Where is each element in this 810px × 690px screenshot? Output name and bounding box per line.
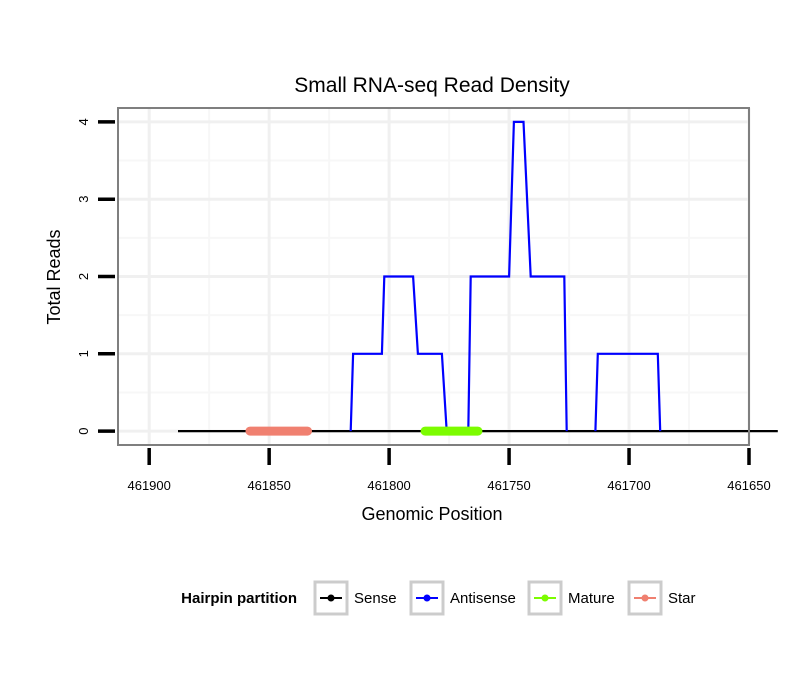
legend-item-antisense: Antisense: [409, 580, 516, 616]
legend-key-point: [327, 594, 335, 602]
legend-item-mature: Mature: [527, 580, 615, 616]
legend-key-point: [541, 594, 549, 602]
y-tick-label: 3: [76, 196, 91, 203]
x-axis-title: Genomic Position: [361, 504, 502, 524]
series-line-antisense-3: [594, 352, 662, 432]
legend-key-point: [423, 594, 431, 602]
legend-item-star: Star: [627, 580, 696, 616]
legend-item-sense: Sense: [313, 580, 397, 616]
series-layer: [178, 120, 778, 436]
x-tick-label: 461650: [727, 478, 770, 493]
legend: Hairpin partition Sense Antisense Mature St…: [181, 580, 696, 616]
y-tick-label: 4: [76, 118, 91, 125]
x-tick-label: 461850: [247, 478, 290, 493]
x-tick-label: 461900: [127, 478, 170, 493]
series-line-antisense-2: [467, 120, 568, 432]
y-axis: 0 1 2 3 4: [76, 118, 115, 435]
x-tick-label: 461700: [607, 478, 650, 493]
chart-title: Small RNA-seq Read Density: [294, 74, 570, 97]
legend-key-point: [641, 594, 649, 602]
grid: [118, 108, 751, 445]
series-line-antisense-1: [349, 275, 448, 432]
legend-title: Hairpin partition: [181, 590, 297, 607]
x-tick-label: 461800: [367, 478, 410, 493]
legend-label: Star: [668, 590, 696, 607]
y-tick-label: 1: [76, 350, 91, 357]
legend-label: Mature: [568, 590, 615, 607]
y-tick-label: 0: [76, 427, 91, 434]
panel-border: [117, 107, 750, 446]
legend-label: Antisense: [450, 590, 516, 607]
x-tick-label: 461750: [487, 478, 530, 493]
x-axis: 461900 461850 461800 461750 461700 461650: [127, 448, 771, 493]
y-tick-label: 2: [76, 273, 91, 280]
legend-label: Sense: [354, 590, 397, 607]
y-axis-title: Total Reads: [44, 229, 64, 324]
legend-items: Sense Antisense Mature Star: [313, 580, 696, 616]
